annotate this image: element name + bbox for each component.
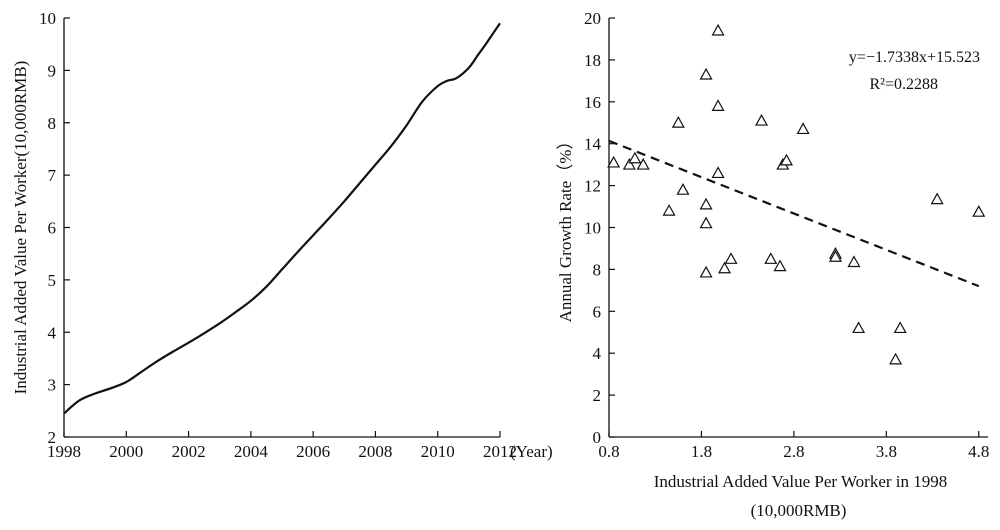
scatter-point	[676, 183, 690, 195]
left-x-tick-label: 2012	[483, 442, 517, 461]
right-x-tick-label: 4.8	[968, 442, 989, 461]
left-y-tick-label: 10	[39, 9, 56, 28]
left-x-tick-label: 2002	[172, 442, 206, 461]
left-x-tick-label: 2000	[109, 442, 143, 461]
right-y-tick-label: 12	[584, 177, 601, 196]
scatter-point	[662, 204, 676, 216]
right-x-tick-label: 0.8	[598, 442, 619, 461]
right-y-tick-label: 16	[584, 93, 601, 112]
left-y-tick-label: 6	[48, 219, 57, 238]
scatter-point	[711, 23, 725, 36]
scatter-point	[893, 321, 907, 334]
scatter-point	[699, 67, 713, 80]
left-chart-industrial-value-over-time: 2 3 4 5 6 7 8 9 10 1998 2000 2002 2004 2006 2008 2010 20…	[11, 9, 553, 461]
scatter-point	[628, 151, 642, 164]
left-y-tick-label: 2	[48, 428, 57, 447]
right-x-tick-label: 2.8	[783, 442, 804, 461]
scatter-point	[755, 113, 769, 126]
trendline-r-squared: R²=0.2288	[870, 76, 939, 93]
right-chart-growth-vs-value: 0 2 4 6 8 10 12 14 16 18 20 0.8 1.8 2.8 3.8 4.8 Annual G…	[556, 9, 989, 520]
right-y-tick-label: 8	[593, 260, 602, 279]
scatter-point	[711, 99, 725, 111]
scatter-point	[852, 321, 866, 334]
scatter-point	[636, 157, 650, 170]
scatter-point	[828, 250, 842, 262]
right-x-tick-label: 1.8	[691, 442, 712, 461]
left-y-tick-label: 9	[48, 61, 57, 80]
scatter-point	[699, 216, 713, 229]
trendline	[608, 139, 980, 288]
right-y-tick-label: 10	[584, 219, 601, 238]
scatter-point	[607, 155, 621, 168]
scatter-point	[847, 255, 861, 268]
right-y-tick-label: 0	[593, 428, 602, 447]
scatter-point	[779, 153, 794, 166]
scatter-point	[671, 116, 685, 128]
right-x-tick-label: 3.8	[876, 442, 897, 461]
right-y-tick-label: 18	[584, 51, 601, 70]
left-x-tick-label: 2010	[421, 442, 455, 461]
left-y-tick-label: 5	[48, 271, 57, 290]
right-y-axis-title: Annual Growth Rate（%）	[556, 133, 575, 323]
right-x-axis-title-unit: (10,000RMB)	[751, 501, 847, 520]
right-y-tick-label: 20	[584, 9, 601, 28]
left-y-axis-title: Industrial Added Value Per Worker(10,000…	[11, 61, 30, 395]
trendline-equation: y=−1.7338x+15.523	[849, 49, 980, 66]
scatter-point	[699, 197, 713, 210]
left-x-tick-label: 2004	[234, 442, 269, 461]
scatter-point	[699, 265, 713, 278]
right-y-tick-label: 2	[593, 386, 602, 405]
left-x-unit-label: (Year)	[510, 442, 553, 461]
scatter-point	[773, 259, 787, 272]
left-x-tick-label: 2008	[358, 442, 392, 461]
left-y-tick-label: 7	[48, 166, 57, 185]
right-y-tick-label: 4	[593, 344, 602, 363]
left-x-tick-label: 2006	[296, 442, 330, 461]
scatter-point	[718, 261, 732, 274]
left-y-tick-label: 8	[48, 114, 57, 133]
scatter-point	[796, 122, 810, 135]
scatter-point	[930, 192, 944, 205]
scatter-point	[972, 205, 986, 217]
left-y-tick-label: 3	[48, 376, 57, 395]
scatter-point	[724, 252, 738, 264]
right-x-axis-title: Industrial Added Value Per Worker in 199…	[654, 472, 948, 491]
left-series-line	[63, 22, 501, 415]
left-x-tick-label: 1998	[47, 442, 81, 461]
scatter-point	[711, 166, 725, 179]
right-y-tick-label: 14	[584, 135, 602, 154]
scatter-point	[764, 252, 778, 264]
left-y-tick-label: 4	[48, 323, 57, 342]
scatter-point	[622, 157, 636, 170]
scatter-point	[889, 352, 903, 365]
right-y-tick-label: 6	[593, 302, 602, 321]
